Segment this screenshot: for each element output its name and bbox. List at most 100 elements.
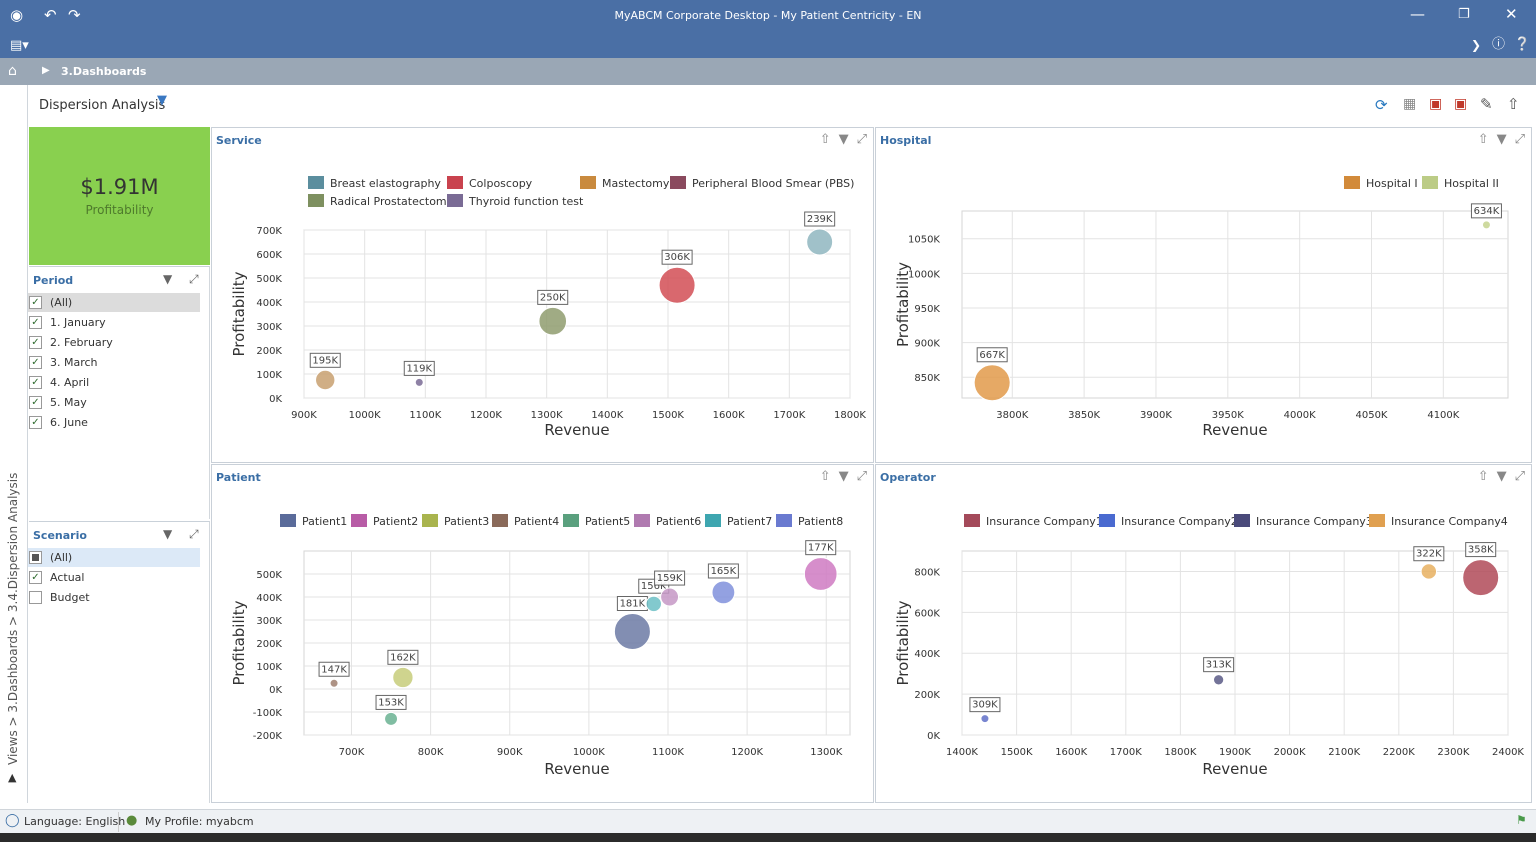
x-tick-label: 1100K bbox=[409, 410, 441, 421]
maximize-icon[interactable]: ⤢ bbox=[189, 272, 199, 286]
clear-filter-icon[interactable]: ▼ bbox=[163, 527, 173, 541]
clear-filter-icon[interactable]: ▼ bbox=[1496, 132, 1507, 147]
refresh-icon[interactable]: ⟳ bbox=[1375, 96, 1388, 114]
restore-icon[interactable]: ❐ bbox=[1458, 7, 1470, 22]
filter-item[interactable]: ✓ 4. April bbox=[28, 373, 200, 392]
x-axis-label: Revenue bbox=[544, 760, 609, 778]
checkbox[interactable]: ✓ bbox=[29, 296, 42, 309]
y-axis-label: Profitability bbox=[894, 600, 912, 685]
y-tick-label: 0K bbox=[927, 731, 940, 742]
x-tick-label: 1700K bbox=[773, 410, 805, 421]
operator-panel: Operator ⇧ ▼ ⤢ Insurance Company1 Insurance… bbox=[875, 464, 1532, 803]
export-icon[interactable]: ⇧ bbox=[1477, 132, 1489, 147]
maximize-icon[interactable]: ⤢ bbox=[1514, 132, 1525, 147]
filter-item[interactable]: ✓ Actual bbox=[28, 568, 200, 587]
filter-item[interactable]: ✓ 2. February bbox=[28, 333, 200, 352]
checkbox[interactable]: ✓ bbox=[29, 336, 42, 349]
data-point bbox=[384, 711, 399, 726]
legend-swatch bbox=[705, 514, 721, 527]
data-label-box bbox=[1470, 203, 1502, 219]
app-logo-icon[interactable]: ◉ bbox=[10, 6, 24, 24]
legend-swatch bbox=[308, 176, 324, 189]
maximize-icon[interactable]: ⤢ bbox=[856, 469, 867, 484]
panel-title: Hospital bbox=[880, 134, 932, 147]
legend-swatch bbox=[447, 194, 463, 207]
legend-label: Radical Prostatectomy bbox=[330, 195, 454, 208]
legend-label: Patient6 bbox=[656, 515, 701, 528]
legend-label: Peripheral Blood Smear (PBS) bbox=[692, 177, 854, 190]
maximize-icon[interactable]: ⤢ bbox=[856, 132, 867, 147]
breadcrumb-current[interactable]: 3.Dashboards bbox=[61, 65, 147, 78]
checkbox[interactable]: ✓ bbox=[29, 356, 42, 369]
redo-icon[interactable]: ↷ bbox=[68, 6, 81, 24]
home-icon[interactable]: ⌂ bbox=[8, 63, 17, 79]
profile-status[interactable]: My Profile: myabcm bbox=[145, 815, 254, 828]
legend-label: Insurance Company4 bbox=[1391, 515, 1508, 528]
filter-item[interactable]: ✓ 1. January bbox=[28, 313, 200, 332]
user-icon: ● bbox=[126, 813, 138, 828]
clear-filter-icon[interactable]: ▼ bbox=[163, 272, 173, 286]
export-icon[interactable]: ⇧ bbox=[819, 469, 831, 484]
checkbox[interactable]: ✓ bbox=[29, 571, 42, 584]
data-point bbox=[973, 364, 1011, 402]
export-icon[interactable]: ⇧ bbox=[1477, 469, 1489, 484]
save-as-icon[interactable]: ▣ bbox=[1454, 96, 1468, 112]
export-icon[interactable]: ⇧ bbox=[1507, 95, 1520, 113]
filter-item[interactable]: (All) bbox=[28, 548, 200, 567]
language-status[interactable]: Language: English bbox=[24, 815, 126, 828]
filter-item[interactable]: ✓ 3. March bbox=[28, 353, 200, 372]
undo-icon[interactable]: ↶ bbox=[44, 6, 57, 24]
legend-swatch bbox=[447, 176, 463, 189]
edit-icon[interactable]: ✎ bbox=[1480, 95, 1493, 113]
expand-up-icon[interactable]: ▲ bbox=[8, 771, 17, 784]
filter-item[interactable]: ✓ 5. May bbox=[28, 393, 200, 412]
y-tick-label: 850K bbox=[914, 373, 940, 384]
legend-label: Hospital II bbox=[1444, 177, 1499, 190]
service-chart: Breast elastography Colposcopy Mastectomy P… bbox=[230, 176, 866, 439]
data-label: 156K bbox=[641, 581, 667, 592]
minimize-icon[interactable]: — bbox=[1410, 5, 1425, 23]
help-icon[interactable]: ❔ bbox=[1514, 37, 1531, 52]
y-tick-label: 400K bbox=[256, 298, 282, 309]
chevron-down-icon[interactable]: ❯ bbox=[1471, 38, 1482, 52]
x-tick-label: 1700K bbox=[1110, 747, 1142, 758]
maximize-icon[interactable]: ⤢ bbox=[1514, 469, 1525, 484]
filter-icon[interactable]: ▼ bbox=[157, 93, 167, 108]
data-point bbox=[613, 613, 651, 650]
checkbox[interactable] bbox=[29, 591, 42, 604]
checkbox[interactable]: ✓ bbox=[29, 416, 42, 429]
x-tick-label: 800K bbox=[418, 747, 444, 758]
filter-item[interactable]: ✓ (All) bbox=[28, 293, 200, 312]
kpi-label: Profitability bbox=[85, 203, 154, 217]
data-point bbox=[980, 714, 990, 724]
filter-item[interactable]: Budget bbox=[28, 588, 200, 607]
y-tick-label: 0K bbox=[269, 685, 282, 696]
info-icon[interactable]: ⓘ bbox=[1492, 37, 1506, 52]
close-icon[interactable]: ✕ bbox=[1505, 5, 1518, 23]
x-tick-label: 3950K bbox=[1212, 410, 1244, 421]
data-point bbox=[1481, 220, 1491, 230]
checkbox[interactable]: ✓ bbox=[29, 376, 42, 389]
filter-item-label: 4. April bbox=[50, 376, 90, 389]
checkbox[interactable]: ✓ bbox=[29, 316, 42, 329]
y-tick-label: 200K bbox=[914, 690, 940, 701]
maximize-icon[interactable]: ⤢ bbox=[189, 527, 199, 541]
checkbox[interactable]: ✓ bbox=[29, 396, 42, 409]
save-icon[interactable]: ▣ bbox=[1429, 96, 1443, 112]
legend-swatch bbox=[280, 514, 296, 527]
clear-filter-icon[interactable]: ▼ bbox=[1496, 469, 1507, 484]
x-tick-label: 4100K bbox=[1427, 410, 1459, 421]
export-icon[interactable]: ⇧ bbox=[819, 132, 831, 147]
legend-label: Colposcopy bbox=[469, 177, 533, 190]
filter-item[interactable]: ✓ 6. June bbox=[28, 413, 200, 432]
grid-icon[interactable]: ▦ bbox=[1403, 96, 1417, 112]
clear-filter-icon[interactable]: ▼ bbox=[838, 469, 849, 484]
filter-item-label: 6. June bbox=[50, 416, 88, 429]
legend-swatch bbox=[634, 514, 650, 527]
filter-item-label: Actual bbox=[50, 571, 85, 584]
data-point bbox=[1212, 674, 1225, 686]
clear-filter-icon[interactable]: ▼ bbox=[838, 132, 849, 147]
checkbox[interactable] bbox=[29, 551, 42, 564]
views-path[interactable]: Views > 3.Dashboards > 3.4.Dispersion An… bbox=[6, 472, 20, 765]
sidebar-toggle-icon[interactable]: ▤▾ bbox=[10, 38, 29, 53]
